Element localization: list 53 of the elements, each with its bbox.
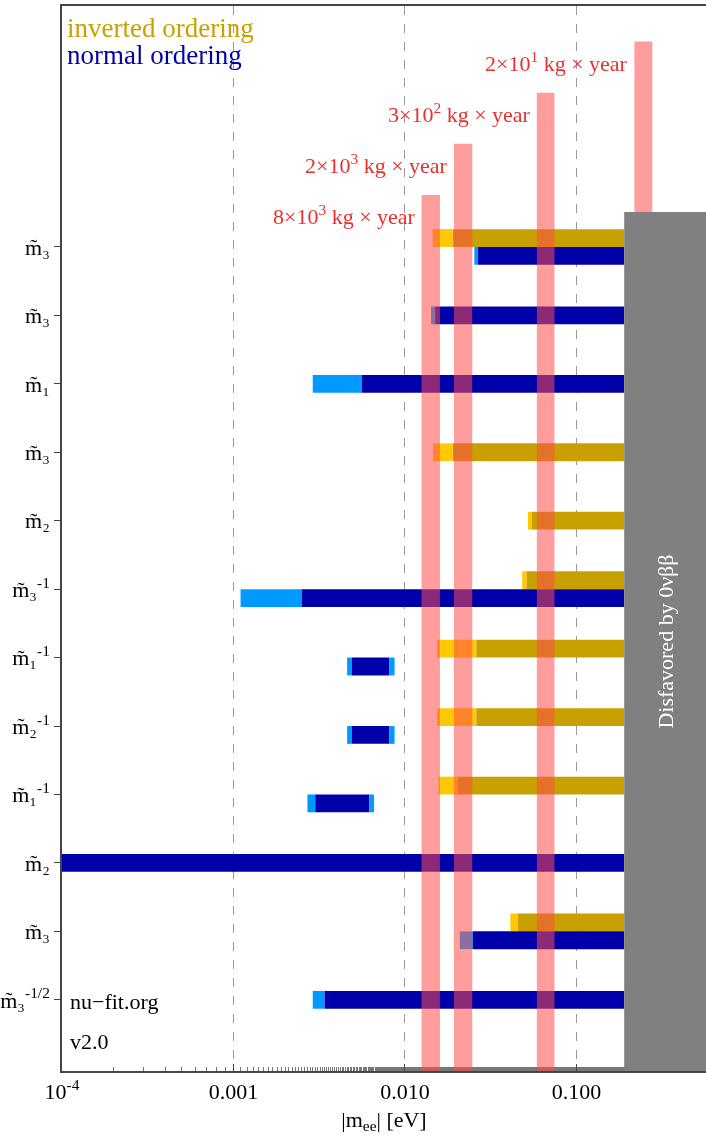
y-tick-label: m̃₂	[25, 508, 50, 534]
band-label: 2×10$^{1}$ kg × year	[485, 48, 628, 77]
bar	[301, 589, 625, 607]
x-tick-label: 0.100	[551, 1079, 602, 1105]
x-tick-label: 0.001	[208, 1079, 259, 1105]
band-label: 2×10$^{3}$ kg × year	[305, 150, 448, 179]
bar	[474, 246, 479, 265]
x-axis-title: |m$_{ee}$| [eV]	[341, 1106, 427, 1135]
bar	[526, 571, 625, 590]
bar	[389, 657, 395, 676]
bar	[437, 708, 477, 727]
y-tick-label: m̃₂$^{-1}$	[12, 710, 50, 739]
bar	[438, 776, 458, 795]
bar	[476, 639, 625, 658]
bar	[389, 726, 395, 744]
bar	[517, 913, 625, 932]
y-tick-label: m̃₂	[25, 850, 50, 876]
bar	[347, 657, 352, 676]
y-tick-label: m̃₃	[25, 919, 50, 945]
y-tick-label: m̃₁$^{-1}$	[12, 642, 50, 671]
bar	[351, 726, 390, 744]
bar	[369, 794, 374, 813]
annotation: nu−fit.org	[70, 989, 159, 1014]
bar	[510, 913, 518, 932]
y-tick-label: m̃₁	[25, 371, 50, 397]
bar	[478, 246, 625, 265]
y-tick-label: m̃₃$^{-1}$	[12, 573, 50, 602]
bar	[432, 229, 453, 247]
text: inverted ordering	[67, 13, 254, 43]
bar	[351, 657, 390, 676]
x-tick-label: 0.010	[380, 1079, 430, 1105]
y-tick-label: m̃₃	[25, 439, 50, 465]
band-label: 8×10$^{3}$ kg × year	[273, 201, 416, 230]
bar	[457, 776, 625, 795]
bar	[459, 931, 473, 950]
bar	[240, 589, 302, 607]
band-label: 3×10$^{2}$ kg × year	[388, 99, 531, 128]
bar	[315, 794, 370, 813]
y-tick-label: m̃₃	[25, 234, 50, 260]
bar	[347, 726, 352, 744]
band-label: Disfavored by 0νββ	[652, 554, 678, 729]
bar	[472, 931, 625, 950]
bar	[522, 571, 527, 590]
y-tick-label: m̃₃$^{-1/2}$	[0, 984, 50, 1013]
bar	[452, 229, 625, 247]
y-tick-label: m̃₃	[25, 303, 50, 329]
text: normal ordering	[67, 40, 242, 70]
bar	[307, 794, 316, 813]
x-tick-label: 10$^{-4}$	[44, 1075, 80, 1105]
y-tick-label: m̃₁$^{-1}$	[12, 778, 50, 808]
bar	[476, 708, 625, 727]
annotation: v2.0	[70, 1029, 109, 1054]
bar	[437, 639, 477, 658]
